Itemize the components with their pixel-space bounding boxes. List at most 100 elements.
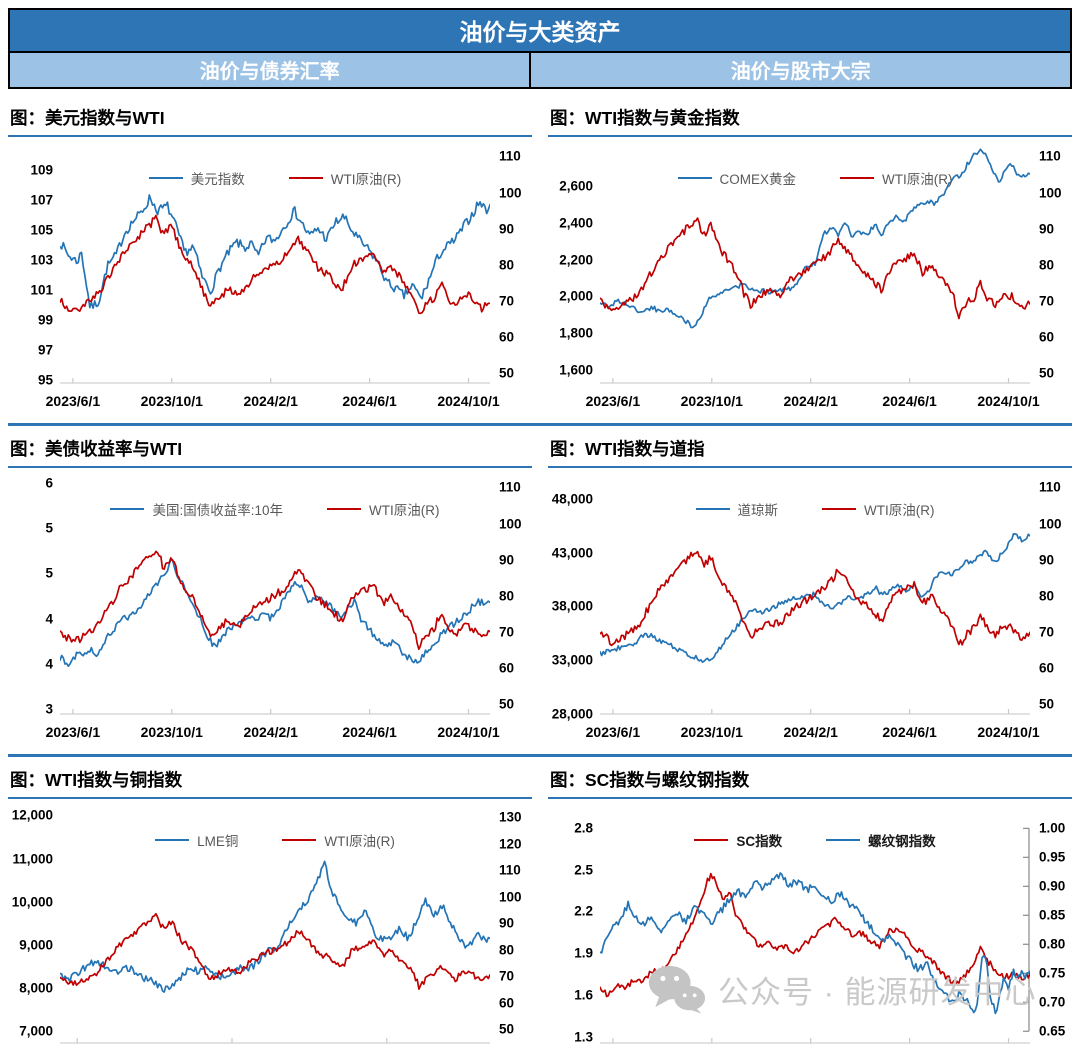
left-axis-tick: 109 [30,162,53,178]
legend-item: WTI原油(R) [282,830,395,850]
subheader-right: 油价与股市大宗 [730,61,871,83]
left-axis-tick: 2,200 [559,252,593,267]
legend-line-swatch [327,508,362,510]
right-axis-tick: 60 [499,660,515,676]
legend-label: WTI原油(R) [369,503,440,518]
subheader-row: 油价与债券汇率 油价与股市大宗 [10,51,1070,87]
wechat-icon [648,965,706,1014]
left-axis-tick: 38,000 [551,598,593,614]
watermark-text: 公众号 · 能源研发中心 [718,974,1037,1010]
right-axis-tick: 90 [499,915,515,931]
legend-item: WTI原油(R) [840,168,953,188]
left-axis-tick: 11,000 [12,851,53,867]
row-separator [8,754,1072,757]
right-axis-tick: 70 [499,968,515,984]
right-axis-tick: 0.85 [1039,907,1066,923]
chart-title: 图：美债收益率与WTI [8,436,532,468]
left-axis-tick: 28,000 [551,706,593,722]
left-axis-tick: 1.9 [574,945,593,961]
right-axis-tick: 80 [1039,588,1055,604]
left-axis-tick: 2,000 [559,288,593,304]
right-axis-tick: 120 [499,836,522,852]
right-axis-tick: 100 [1039,516,1062,532]
legend-label: WTI原油(R) [882,172,953,187]
chart-canvas [60,194,490,384]
right-axis-labels: 1.00 0.95 0.90 0.85 0.80 0.75 0.70 0.65 [1030,804,1072,1044]
chart-title: 图：WTI指数与铜指数 [8,767,532,799]
chart-title: 图：SC指数与螺纹钢指数 [548,767,1072,799]
right-axis-labels: 130 120 110 100 90 80 70 60 50 [490,804,532,1044]
x-axis-tick: 2024/10/1 [977,393,1040,409]
right-axis-tick: 110 [499,479,521,495]
left-axis-tick: 12,000 [11,807,53,823]
legend-label: COMEX黄金 [719,172,797,187]
x-axis-tick: 2023/6/1 [585,724,641,740]
chart-wti-gold: 图：WTI指数与黄金指数 2,600 2,400 2,200 2,000 1,800 1,… [548,105,1072,411]
right-axis-tick: 110 [1039,479,1061,495]
chart-legend: 道琼斯 WTI原油(R) [600,499,1030,519]
legend-item: 道琼斯 [695,499,778,519]
left-axis-labels: 48,000 43,000 38,000 33,000 28,000 [548,473,600,721]
right-axis-tick: 80 [1039,257,1055,273]
legend-line-swatch [694,839,729,841]
right-axis-labels: 110 100 90 80 70 60 50 [1030,142,1072,384]
legend-item: WTI原油(R) [288,168,401,188]
right-axis-tick: 90 [499,221,515,237]
x-axis-tick: 2024/2/1 [783,724,838,740]
right-axis-tick: 100 [499,185,522,201]
chart-title: 图：美元指数与WTI [8,105,532,137]
legend-item: COMEX黄金 [677,168,797,188]
legend-item: LME铜 [155,830,238,850]
right-axis-tick: 70 [499,293,515,309]
x-axis-tick: 2023/10/1 [140,393,203,409]
legend-line-swatch [826,839,861,841]
charts-row-3: 图：WTI指数与铜指数 12,000 11,000 10,000 9,000 8,000… [8,767,1072,1048]
right-axis-tick: 50 [499,1021,515,1037]
left-axis-tick: 10,000 [11,894,53,910]
plot-wrap: 12,000 11,000 10,000 9,000 8,000 7,000 LME铜 WT… [8,804,532,1048]
chart-treasury-wti: 图：美债收益率与WTI 6 5 5 4 4 3 美国:国债收益率:10年 WTI原油(R) 2… [8,436,532,742]
right-axis-tick: 0.65 [1039,1023,1066,1039]
right-axis-tick: 90 [499,552,515,568]
chart-wti-dow: 图：WTI指数与道指 48,000 43,000 38,000 33,000 28,00… [548,436,1072,742]
x-axis-tick: 2023/6/1 [45,724,101,740]
chart-legend: LME铜 WTI原油(R) [60,830,490,850]
left-axis-tick: 95 [37,372,53,388]
chart-canvas [60,860,490,1044]
left-axis-tick: 33,000 [551,652,593,668]
left-axis-tick: 101 [30,282,53,298]
x-axis-tick: 2024/6/1 [882,393,937,409]
right-axis-tick: 50 [499,696,515,712]
right-axis-tick: 70 [499,624,515,640]
left-axis-tick: 1.6 [574,987,593,1003]
left-axis-tick: 4 [45,611,53,626]
legend-line-swatch [288,177,323,179]
right-axis-tick: 50 [1039,365,1055,381]
right-axis-tick: 70 [1039,624,1055,640]
chart-canvas [60,550,490,715]
right-axis-tick: 0.80 [1039,936,1066,952]
right-axis-tick: 80 [499,942,515,958]
chart-canvas [600,827,1030,1044]
plot-wrap: 2,600 2,400 2,200 2,000 1,800 1,600 COMEX黄金 WT… [548,142,1072,411]
right-axis-tick: 100 [499,516,522,532]
legend-item: 螺纹钢指数 [826,830,936,850]
plot-wrap: 6 5 5 4 4 3 美国:国债收益率:10年 WTI原油(R) 2023/6/1 2023/… [8,473,532,742]
right-axis-tick: 0.75 [1039,965,1066,981]
x-axis-tick: 2024/10/1 [437,393,500,409]
plot-area: 道琼斯 WTI原油(R) 2023/6/1 2023/10/1 2024/2/1 2024… [586,473,1040,740]
plot-area: 美国:国债收益率:10年 WTI原油(R) 2023/6/1 2023/10/1 202… [46,473,500,740]
right-axis-tick: 0.70 [1039,994,1066,1010]
left-axis-tick: 99 [37,312,53,328]
right-axis-labels: 110 100 90 80 70 60 50 [490,473,532,715]
x-axis-tick: 2024/6/1 [882,724,937,740]
chart-title: 图：WTI指数与黄金指数 [548,105,1072,137]
legend-label: 美国:国债收益率:10年 [152,503,284,518]
chart-sc-rebar: 图：SC指数与螺纹钢指数 2.8 2.5 2.2 1.9 1.6 1.3 SC指数 螺纹钢指… [548,767,1072,1048]
x-axis-tick: 2024/10/1 [977,724,1040,740]
legend-line-swatch [677,177,712,179]
plot-wrap: 2.82.52.21.91.61.3 SC指数螺纹钢指数2023/6/12023… [548,804,1072,1048]
left-axis-labels: 2.8 2.5 2.2 1.9 1.6 1.3 [548,804,600,1044]
right-axis-tick: 50 [1039,696,1055,712]
legend-label: WTI原油(R) [864,503,935,518]
